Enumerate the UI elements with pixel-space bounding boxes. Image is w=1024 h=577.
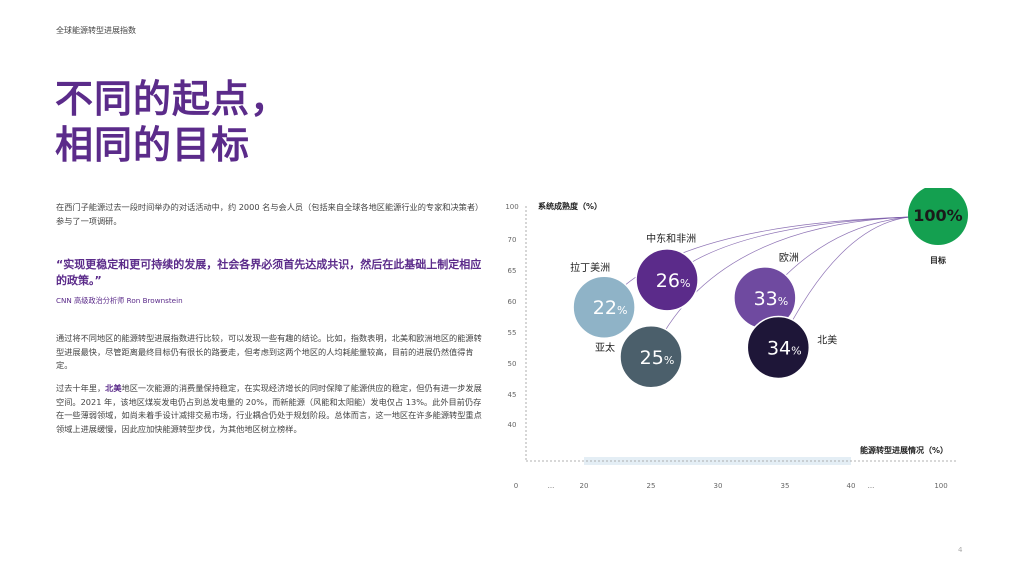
y-tick-label: 55: [508, 329, 517, 337]
x-tick-label: 20: [580, 482, 589, 490]
region-label: 亚太: [595, 341, 615, 354]
x-tick-label: 40: [847, 482, 856, 490]
region-bubble: [635, 248, 699, 312]
region-label: 拉丁美洲: [570, 261, 610, 274]
paragraph-2-end: 地区一次能源的消费量保持稳定，在实现经济增长的同时保障了能源供应的稳定，但仍有进…: [56, 383, 482, 434]
body-paragraph-1: 通过将不同地区的能源转型进展指数进行比较，可以发现一些有趣的结论。比如，指数表明…: [56, 333, 482, 370]
x-axis-label: 能源转型进展情况（%）: [860, 445, 948, 455]
region-label: 北美: [817, 334, 837, 347]
y-tick-label: 100: [505, 203, 518, 211]
target-label: 目标: [930, 255, 946, 265]
connector-line: [650, 216, 911, 357]
x-tick-label: 30: [714, 482, 723, 490]
target-value: 100%: [913, 206, 962, 225]
progress-bubble-chart: 100 70 65 60 55 50 45 40 0... 20 25 30 35 40... 100 系统成…: [505, 188, 968, 490]
x-tick-label: 100: [934, 482, 947, 490]
page-number: 4: [958, 546, 963, 554]
intro-paragraph: 在西门子能源过去一段时间举办的对话活动中，约 2000 名与会人员（包括来自全球…: [56, 202, 484, 226]
region-label: 欧洲: [779, 252, 799, 264]
paragraph-2-start: 过去十年里，: [56, 383, 106, 393]
region-label: 中东和非洲: [646, 232, 696, 245]
y-tick-label: 50: [508, 360, 517, 368]
body-paragraph-2: 过去十年里，北美地区一次能源的消费量保持稳定，在实现经济增长的同时保障了能源供应…: [56, 382, 488, 436]
x-tick-label: 25: [647, 482, 656, 490]
region-bubble: [619, 325, 683, 389]
region-bubble: [746, 315, 811, 380]
x-axis-band: [584, 457, 851, 465]
y-tick-label: 60: [508, 298, 517, 306]
report-header: 全球能源转型进展指数: [56, 26, 136, 35]
x-tick-label: 0: [514, 482, 518, 490]
connector-line: [666, 216, 911, 281]
x-tick-label: 35: [781, 482, 790, 490]
quote-attribution: CNN 高级政治分析师 Ron Brownstein: [56, 296, 183, 305]
y-tick-label: 40: [508, 421, 517, 429]
target-bubble: [908, 188, 968, 245]
x-tick-label: ...: [548, 482, 555, 490]
title-line-1: 不同的起点，: [55, 77, 290, 121]
pull-quote: “实现更稳定和更可持续的发展，社会各界必须首先达成共识，然后在此基础上制定相应的…: [56, 258, 482, 287]
x-tick-label: ...: [868, 482, 875, 490]
page-title: 不同的起点， 相同的目标: [55, 76, 289, 168]
connector-line: [777, 216, 911, 348]
y-axis-label: 系统成熟度（%）: [538, 201, 602, 211]
paragraph-2-highlight: 北美: [105, 383, 122, 393]
y-tick-label: 70: [508, 236, 517, 244]
title-line-2: 相同的目标: [55, 123, 251, 167]
y-tick-label: 65: [508, 267, 517, 275]
region-bubble: [572, 275, 636, 339]
y-tick-label: 45: [508, 391, 517, 399]
